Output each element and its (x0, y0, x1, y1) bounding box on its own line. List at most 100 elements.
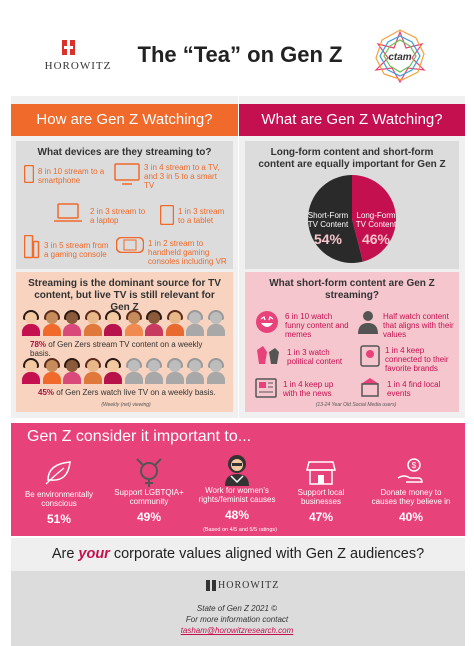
page-title: The “Tea” on Gen Z (137, 42, 343, 67)
stat1-line: 78% of Gen Zers stream TV content on a w… (30, 340, 225, 358)
genz-pct-lgbtq: 49% (136, 510, 162, 524)
stat1-pct: 78% (30, 340, 47, 349)
people-row-live (22, 358, 227, 386)
short-form-panel: What short-form content are Gen Z stream… (245, 272, 459, 412)
person-icon (206, 358, 225, 386)
pie-chart (308, 175, 396, 263)
devices-panel: What devices are they streaming to? 8 in… (16, 141, 233, 269)
person-icon (124, 358, 143, 386)
values-icon (358, 311, 378, 334)
device-text-tablet: 1 in 3 stream to a tablet (178, 207, 225, 225)
genz-item-local-business: Support local businesses 47% (280, 456, 362, 524)
item-text-news: 1 in 4 keep up with the news (283, 380, 334, 398)
footer-logo-icon (206, 580, 216, 591)
question-emph: your (78, 546, 110, 562)
header (0, 0, 474, 95)
handheld-console-icon (116, 237, 144, 253)
pie-slice-long (352, 175, 396, 262)
storefront-icon (306, 461, 336, 485)
streaming-panel: Streaming is the dominant source for TV … (16, 272, 233, 412)
footer-line1: State of Gen Z 2021 © (196, 604, 278, 613)
device-text-gaming-console: 3 in 5 stream from a gaming console (44, 241, 109, 259)
long-form-panel: Long-form content and short-form content… (245, 141, 459, 269)
genz-label-womens-rights: Work for women’s rights/feminist causes (198, 486, 276, 504)
person-icon (104, 310, 122, 338)
genz-pct-donate: 40% (398, 510, 424, 524)
genz-pct-environment: 51% (46, 512, 72, 526)
device-text-handheld: 1 in 2 stream to handheld gaming console… (148, 239, 227, 266)
local-events-icon (361, 378, 379, 397)
tv-icon (114, 163, 140, 185)
political-icon (257, 346, 279, 364)
genz-label-local-business: Support local businesses (297, 488, 345, 506)
person-icon (145, 358, 163, 386)
right-band-title: What are Gen Z Watching? (261, 111, 443, 128)
svg-text:$: $ (412, 461, 417, 470)
gaming-console-icon (24, 235, 40, 259)
stat2-pct: 45% (38, 388, 55, 397)
stat1-text: of Gen Zers stream TV content on a weekl… (30, 340, 203, 358)
footer (11, 571, 465, 646)
social-note: (13-24 Year Old Social Media users) (315, 402, 397, 408)
person-icon (165, 358, 184, 386)
person-icon (63, 310, 81, 338)
stat2-text: of Gen Zers watch live TV on a weekly ba… (56, 388, 216, 397)
item-text-local: 1 in 4 find local events (387, 380, 441, 398)
genz-item-womens-rights: Work for women’s rights/feminist causes … (196, 452, 278, 522)
right-band: What are Gen Z Watching? (239, 104, 465, 136)
person-icon (83, 310, 102, 338)
pie-label-long: Long-Form TV Content (355, 211, 397, 229)
item-text-brands: 1 in 4 keep connected to their favorite … (385, 346, 449, 373)
stat2-line: 45% of Gen Zers watch live TV on a weekl… (38, 388, 233, 397)
brand-name: HOROWITZ (44, 60, 112, 72)
genz-item-environment: Be environmentally conscious 51% (18, 458, 100, 526)
item-text-funny: 6 in 10 watch funny content and memes (285, 312, 349, 339)
left-band: How are Gen Z Watching? (11, 104, 238, 136)
short-form-heading: What short-form content are Gen Z stream… (269, 278, 435, 301)
tablet-icon (160, 205, 174, 225)
question-banner: Are your corporate values aligned with G… (11, 538, 465, 571)
question-post: corporate values aligned with Gen Z audi… (109, 546, 425, 562)
footer-email-link[interactable]: tasham@horowitzresearch.com (180, 626, 294, 635)
footer-text: State of Gen Z 2021 © For more informati… (137, 603, 337, 636)
people-row-streaming (22, 310, 227, 338)
person-icon (145, 310, 163, 338)
question-text: Are your corporate values aligned with G… (11, 538, 465, 571)
pie-pct-short: 54% (313, 231, 343, 247)
pie-slice-short (308, 175, 363, 263)
footer-line2: For more information contact (185, 615, 289, 624)
ctam-logo: ctam (372, 28, 428, 84)
person-icon (22, 310, 40, 338)
person-icon (22, 358, 40, 386)
genz-pct-local-business: 47% (308, 510, 334, 524)
lgbtq-icon (136, 458, 162, 487)
person-icon (63, 358, 81, 386)
pie-pct-long: 46% (361, 231, 391, 247)
genz-label-donate: Donate money to causes they believe in (371, 488, 451, 506)
device-text-smartphone: 8 in 10 stream to a smartphone (38, 167, 105, 185)
brands-icon (360, 345, 380, 367)
laptop-icon (54, 203, 82, 222)
genz-title: Gen Z consider it important to... (27, 428, 252, 445)
person-icon (83, 358, 102, 386)
genz-item-donate: $ Donate money to causes they believe in… (368, 456, 454, 524)
genz-label-environment: Be environmentally conscious (24, 490, 94, 508)
devices-heading: What devices are they streaming to? (37, 147, 212, 158)
person-icon (186, 310, 204, 338)
item-text-political: 1 in 3 watch political content (287, 348, 343, 366)
smartphone-icon (24, 165, 34, 183)
ctam-text: ctam (388, 52, 411, 63)
genz-item-lgbtq: Support LGBTQIA+ community 49% (108, 456, 190, 524)
genz-label-lgbtq: Support LGBTQIA+ community (114, 488, 184, 506)
rbg-portrait-icon (225, 455, 249, 486)
device-text-laptop: 2 in 3 stream to a laptop (90, 207, 146, 225)
question-pre: Are (51, 546, 79, 562)
person-icon (165, 310, 184, 338)
news-icon (255, 378, 277, 398)
person-icon (104, 358, 122, 386)
laughing-emoji-icon (256, 311, 278, 333)
item-text-values: Half watch content that aligns with thei… (383, 312, 454, 339)
person-icon (186, 358, 204, 386)
left-band-title: How are Gen Z Watching? (36, 111, 213, 128)
donate-icon: $ (397, 458, 423, 483)
